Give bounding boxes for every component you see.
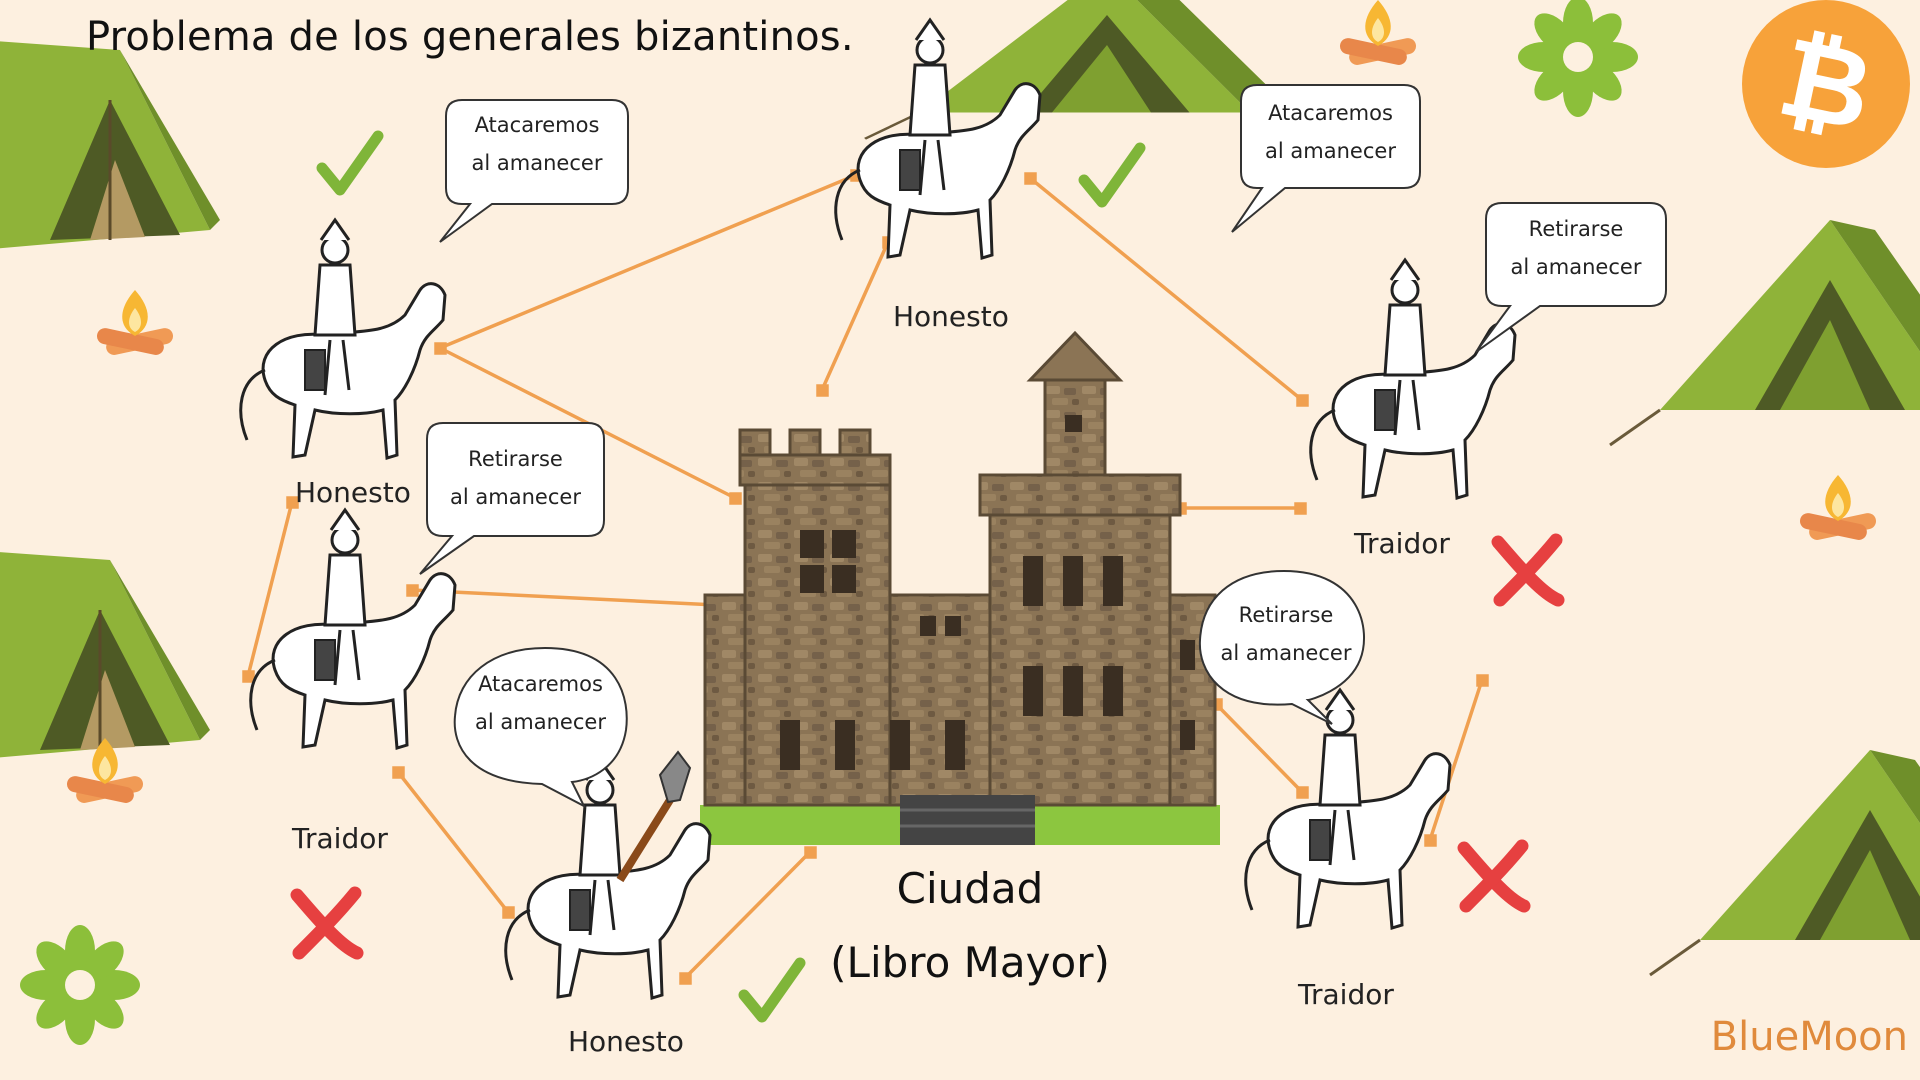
- city-label: Ciudad (Libro Mayor): [780, 852, 1160, 1000]
- general-role-label: Honesto: [893, 300, 1009, 333]
- check-icon: [1084, 148, 1140, 202]
- tent-right-bottom: [1648, 748, 1920, 977]
- cross-icon: [1498, 540, 1558, 600]
- spear-icon: [616, 750, 692, 883]
- general-role-label: Traidor: [292, 822, 388, 855]
- bubble-line: al amanecer: [450, 485, 581, 509]
- bubble-line: Retirarse: [1238, 603, 1334, 627]
- cross-icon: [297, 893, 357, 953]
- connection-line: [1024, 172, 1309, 407]
- connection-line: [392, 766, 515, 919]
- speech-bubble-text: Atacaremos al amanecer: [455, 665, 626, 741]
- tent-top-left: [0, 38, 222, 252]
- connection-line: [679, 846, 817, 985]
- rider-right-bottom: [1244, 688, 1452, 930]
- city-label-line: Ciudad: [896, 864, 1044, 913]
- city-label-line: (Libro Mayor): [830, 938, 1110, 987]
- brand-watermark: BlueMoon: [1710, 1014, 1908, 1060]
- connection-line: [242, 496, 299, 683]
- bubble-line: Atacaremos: [474, 113, 600, 137]
- general-role-label: Traidor: [1354, 527, 1450, 560]
- campfire-icon: [1338, 0, 1418, 67]
- speech-bubble: [1475, 202, 1667, 353]
- speech-bubble: [453, 646, 628, 809]
- connection-line: [1210, 698, 1309, 799]
- check-icon: [322, 136, 378, 190]
- castle: [700, 330, 1220, 845]
- speech-bubble: [439, 99, 629, 243]
- tent-left-middle: [0, 548, 212, 762]
- bitcoin-icon: ₿: [1742, 0, 1910, 168]
- flower-icon: [20, 925, 140, 1045]
- bubble-line: al amanecer: [1265, 139, 1396, 163]
- bubble-line: Atacaremos: [1268, 101, 1393, 125]
- cross-icon: [1464, 846, 1524, 906]
- speech-bubble: [419, 422, 605, 575]
- speech-bubble: [1198, 569, 1365, 725]
- bubble-line: al amanecer: [1510, 255, 1642, 279]
- connection-line: [816, 236, 895, 397]
- campfire-icon: [1798, 475, 1878, 542]
- rider-right-top: [1309, 258, 1517, 500]
- flower-icon: [1518, 0, 1638, 117]
- connection-line: [1424, 674, 1489, 847]
- bubble-line: Retirarse: [468, 447, 563, 471]
- page-title: Problema de los generales bizantinos.: [86, 14, 854, 60]
- speech-bubble-text: Retirarse al amanecer: [427, 440, 604, 516]
- rider-left-top: [239, 218, 447, 460]
- bubble-line: Retirarse: [1528, 217, 1624, 241]
- bubble-line: Atacaremos: [478, 672, 603, 696]
- speech-bubble-text: Atacaremos al amanecer: [1241, 94, 1420, 170]
- general-role-label: Honesto: [568, 1025, 684, 1058]
- bubble-line: al amanecer: [471, 151, 603, 175]
- speech-bubble: [1231, 84, 1421, 233]
- bubble-line: al amanecer: [475, 710, 606, 734]
- campfire-icon: [95, 290, 175, 357]
- speech-bubble-text: Atacaremos al amanecer: [446, 106, 628, 182]
- connection-line: [1174, 502, 1307, 515]
- general-role-label: Traidor: [1298, 978, 1394, 1011]
- general-role-label: Honesto: [295, 476, 411, 509]
- speech-bubble-text: Retirarse al amanecer: [1486, 210, 1666, 286]
- bubble-line: al amanecer: [1220, 641, 1352, 665]
- speech-bubble-text: Retirarse al amanecer: [1200, 596, 1372, 672]
